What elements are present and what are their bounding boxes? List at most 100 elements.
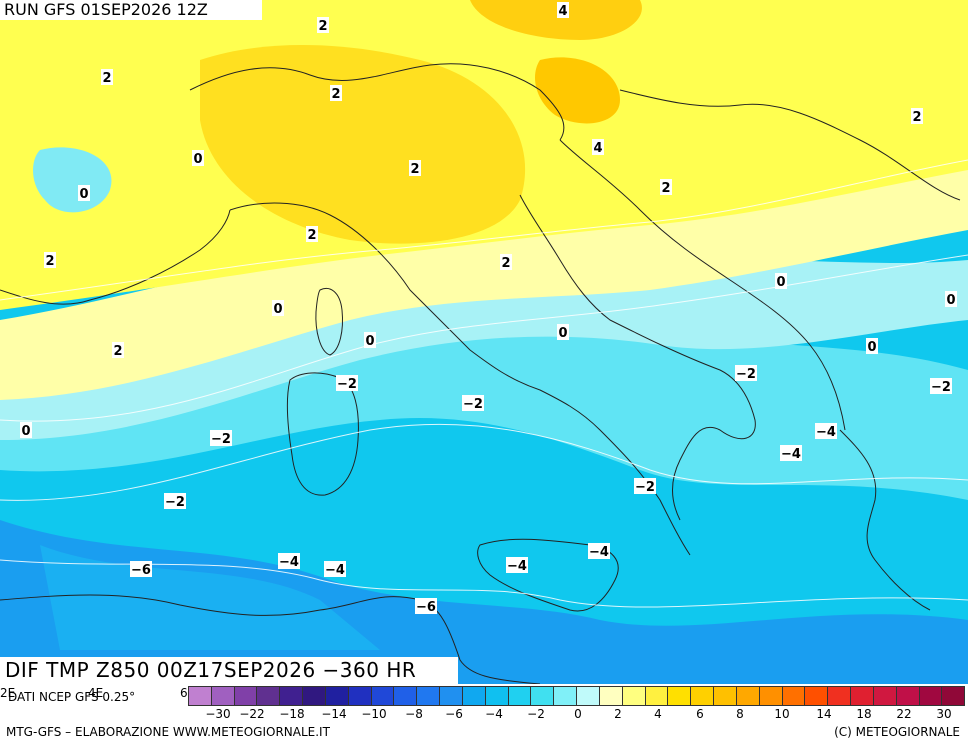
contour-label-bg (557, 324, 569, 340)
contour-label-bg (317, 17, 329, 33)
contour-label-text: −4 (325, 563, 345, 578)
color-swatch (303, 687, 326, 705)
color-scale-label: −22 (239, 707, 265, 721)
contour-label-bg (364, 332, 376, 348)
contour-label-bg (780, 445, 802, 461)
color-swatch (394, 687, 418, 705)
color-swatch (508, 687, 532, 705)
contour-label-text: −4 (781, 447, 801, 462)
color-swatch (599, 687, 623, 705)
color-scale-label: 18 (856, 707, 872, 721)
contour-label-bg (306, 226, 318, 242)
contour-label-text: 0 (946, 293, 955, 308)
contour-line-2 (0, 159, 968, 301)
coast-adriatic-east (559, 139, 846, 431)
color-scale-label: 14 (816, 707, 832, 721)
contour-label-bg (278, 553, 300, 569)
contour-label-text: 2 (912, 110, 921, 125)
contour-line-0 (0, 254, 968, 422)
contour-label: −4 (278, 553, 300, 570)
field-band-mid-blue (40, 545, 380, 650)
contour-label-bg (330, 85, 342, 101)
contour-label-text: 0 (21, 424, 30, 439)
contour-label-text: 2 (410, 162, 419, 177)
data-source-label: DATI NCEP GFS 0.25° (8, 690, 136, 704)
color-scale-label: 6 (696, 707, 704, 721)
contour-label-text: 2 (661, 181, 670, 196)
color-scale-label: −8 (405, 707, 423, 721)
contour-label-text: 0 (776, 275, 785, 290)
contour-label-text: 0 (79, 187, 88, 202)
credit-right: (C) METEOGIORNALE (834, 725, 960, 739)
contour-label: −4 (506, 557, 528, 574)
contour-label-bg (500, 254, 512, 270)
contour-label: −2 (930, 378, 952, 395)
color-scale-label: 22 (896, 707, 912, 721)
contour-label-bg (324, 561, 346, 577)
color-swatch (280, 687, 304, 705)
color-scale-label: −30 (205, 707, 231, 721)
contour-label-bg (557, 2, 569, 18)
contour-label: 2 (101, 69, 113, 86)
contour-label: −2 (634, 478, 656, 495)
longitude-label: 2E (0, 686, 16, 700)
contour-label-text: −2 (337, 377, 357, 392)
color-swatch (828, 687, 852, 705)
contour-label: 2 (317, 17, 329, 34)
contour-label-bg (634, 478, 656, 494)
contour-label: −6 (415, 598, 437, 615)
contour-label-text: −6 (131, 563, 151, 578)
color-scale-label: −2 (527, 707, 545, 721)
contour-label-layer: 4 2 2 2 0 0 2 4 2 2 2 2 2 0 0 0 0 0 0 0 −2 −2 −2 −2 −4 −4 −2 −2 −2 −4… (20, 2, 957, 615)
temperature-anomaly-map: 4 2 2 2 0 0 2 4 2 2 2 2 2 0 0 0 0 0 0 0 −2 −2 −2 −2 −4 −4 −2 −2 −2 −4… (0, 0, 968, 684)
contour-label: −2 (336, 375, 358, 392)
contour-label-bg (112, 342, 124, 358)
color-swatch (873, 687, 897, 705)
contour-label-text: 2 (307, 228, 316, 243)
coast-italy-west (229, 202, 691, 556)
contour-label: 2 (112, 342, 124, 359)
field-band-orange-spot (535, 57, 620, 124)
color-scale-label: −10 (361, 707, 387, 721)
color-swatch (234, 687, 258, 705)
contour-label-text: 0 (193, 152, 202, 167)
contour-label: −4 (815, 423, 837, 440)
contour-label-text: 2 (102, 71, 111, 86)
contour-label-text: 4 (593, 141, 602, 156)
contour-label-text: 2 (45, 254, 54, 269)
color-swatch (211, 687, 235, 705)
contour-label: −2 (164, 493, 186, 510)
contour-label-text: −4 (279, 555, 299, 570)
color-swatch (348, 687, 372, 705)
contour-label: 0 (272, 300, 284, 317)
contour-label: 0 (557, 324, 569, 341)
contour-label-text: 2 (331, 87, 340, 102)
contour-label: 0 (192, 150, 204, 167)
contour-label-text: 0 (273, 302, 282, 317)
coast-greece (839, 429, 931, 611)
contour-label: 2 (306, 226, 318, 243)
color-swatch (759, 687, 783, 705)
color-scale-label: −14 (321, 707, 347, 721)
contour-label-bg (272, 300, 284, 316)
contour-label-text: −2 (165, 495, 185, 510)
contour-label-text: 2 (501, 256, 510, 271)
contour-label-bg (415, 598, 437, 614)
contour-label: −2 (210, 430, 232, 447)
coast-sicily (477, 538, 619, 612)
contour-label: 0 (364, 332, 376, 349)
contour-label-bg (78, 185, 90, 201)
contour-label: −2 (462, 395, 484, 412)
longitude-label: 4E (88, 686, 104, 700)
color-swatch (736, 687, 760, 705)
color-swatch (782, 687, 806, 705)
contour-label: −4 (324, 561, 346, 578)
color-swatch (668, 687, 692, 705)
contour-label: 4 (592, 139, 604, 156)
contour-label: 2 (911, 108, 923, 125)
color-swatch (440, 687, 463, 705)
field-band-cyan-spot (33, 147, 112, 213)
color-swatch (189, 687, 212, 705)
color-swatch (919, 687, 943, 705)
contour-label-bg (660, 179, 672, 195)
